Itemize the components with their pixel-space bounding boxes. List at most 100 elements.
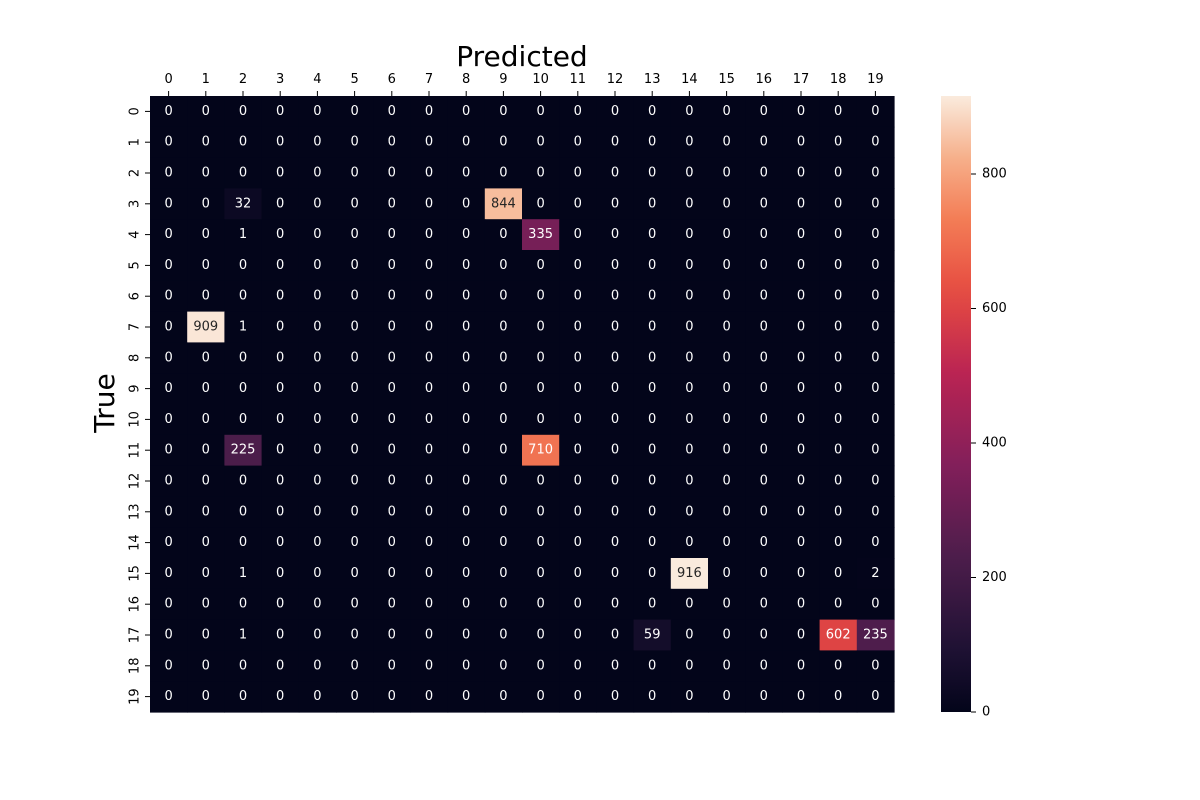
cell-value-label: 0 xyxy=(797,474,805,489)
cell-value-label: 0 xyxy=(611,474,619,489)
cell-value-label: 0 xyxy=(574,258,582,273)
cell-value-label: 0 xyxy=(462,443,470,458)
heatmap-cell xyxy=(447,619,486,651)
cell-value-label: 0 xyxy=(648,227,656,242)
heatmap-cell xyxy=(819,96,858,128)
heatmap-cell xyxy=(336,342,374,374)
cell-value-label: 0 xyxy=(760,412,768,427)
cell-value-label: 0 xyxy=(797,443,805,458)
x-tick-label: 13 xyxy=(644,72,661,87)
heatmap-cell xyxy=(856,434,895,467)
cell-value-label: 0 xyxy=(350,227,358,242)
heatmap-cell xyxy=(819,588,858,621)
x-tick-label: 6 xyxy=(388,72,396,87)
cell-value-label: 0 xyxy=(239,289,247,304)
heatmap-cell xyxy=(484,188,523,220)
cell-value-label: 0 xyxy=(313,658,321,673)
heatmap-cell xyxy=(708,96,746,128)
cell-value-label: 0 xyxy=(499,289,507,304)
heatmap-cell xyxy=(336,96,374,128)
heatmap-cell xyxy=(261,219,300,251)
cell-value-label: 0 xyxy=(536,166,544,181)
cell-value-label: 0 xyxy=(536,104,544,119)
heatmap-cell xyxy=(261,250,300,282)
cell-value-label: 0 xyxy=(276,658,284,673)
cell-value-label: 0 xyxy=(276,412,284,427)
cell-value-label: 0 xyxy=(499,628,507,643)
cell-value-label: 0 xyxy=(834,658,842,673)
cell-value-label: 0 xyxy=(313,289,321,304)
cell-value-label: 0 xyxy=(499,443,507,458)
cell-value-label: 0 xyxy=(797,504,805,519)
heatmap-cell xyxy=(633,527,672,559)
heatmap-cell xyxy=(224,126,263,159)
heatmap-cell xyxy=(298,250,337,282)
heatmap-cell xyxy=(596,280,635,313)
cell-value-label: 0 xyxy=(462,196,470,211)
heatmap-cell xyxy=(670,188,709,220)
heatmap-cell xyxy=(745,311,783,343)
heatmap-cell xyxy=(224,558,263,590)
heatmap-cell xyxy=(559,126,597,159)
heatmap-cell xyxy=(522,558,560,590)
heatmap-cell xyxy=(782,619,821,651)
cell-value-label: 0 xyxy=(313,535,321,550)
cell-value-label: 0 xyxy=(611,135,619,150)
heatmap-cell xyxy=(745,465,783,497)
cell-value-label: 0 xyxy=(350,443,358,458)
cell-value-label: 0 xyxy=(760,566,768,581)
cell-value-label: 0 xyxy=(834,320,842,335)
heatmap-cell xyxy=(708,342,746,374)
heatmap-cell xyxy=(447,650,486,682)
cell-value-label: 0 xyxy=(648,504,656,519)
heatmap-cell xyxy=(484,496,523,528)
heatmap-cell xyxy=(856,280,895,313)
cell-value-label: 0 xyxy=(202,166,210,181)
cell-value-label: 0 xyxy=(388,597,396,612)
y-tick-label: 9 xyxy=(128,384,143,392)
heatmap-cell xyxy=(261,588,300,621)
cell-value-label: 0 xyxy=(425,443,433,458)
heatmap-cell xyxy=(150,250,188,282)
heatmap-cell xyxy=(298,96,337,128)
heatmap-cell xyxy=(522,527,560,559)
heatmap-cell xyxy=(856,465,895,497)
cell-value-label: 0 xyxy=(871,504,879,519)
heatmap-cell xyxy=(261,681,300,713)
heatmap-cell xyxy=(373,681,411,713)
heatmap-cell xyxy=(447,126,486,159)
heatmap-cell xyxy=(596,465,635,497)
colorbar-ticks: 0 200 400 600 800 xyxy=(971,167,1007,720)
heatmap-cell xyxy=(298,465,337,497)
cell-value-label: 0 xyxy=(313,443,321,458)
cell-value-label: 0 xyxy=(276,689,284,704)
heatmap-cell xyxy=(224,681,263,713)
heatmap-cell xyxy=(447,465,486,497)
heatmap-cell xyxy=(522,619,560,651)
heatmap-cell xyxy=(187,311,225,343)
heatmap-cell xyxy=(596,558,635,590)
heatmap-cell xyxy=(522,650,560,682)
cell-value-label: 0 xyxy=(536,135,544,150)
heatmap-cell xyxy=(670,280,709,313)
heatmap-cell xyxy=(559,280,597,313)
heatmap-cell xyxy=(187,250,225,282)
heatmap-cell xyxy=(708,650,746,682)
heatmap-cell xyxy=(559,157,597,189)
cell-value-label: 0 xyxy=(871,597,879,612)
heatmap-cell xyxy=(596,250,635,282)
cell-value-label: 0 xyxy=(797,289,805,304)
heatmap-cell xyxy=(559,619,597,651)
cell-value-label: 0 xyxy=(462,689,470,704)
heatmap-cell xyxy=(745,434,783,467)
cell-value-label: 0 xyxy=(313,412,321,427)
y-tick-label: 6 xyxy=(128,292,143,300)
cell-value-label: 0 xyxy=(722,566,730,581)
cell-value-label: 0 xyxy=(276,597,284,612)
heatmap-cell xyxy=(187,373,225,405)
heatmap-cell xyxy=(819,404,858,436)
heatmap-cell xyxy=(745,496,783,528)
cell-value-label: 0 xyxy=(611,381,619,396)
cell-value-label: 0 xyxy=(722,381,730,396)
cell-value-label: 0 xyxy=(313,381,321,396)
